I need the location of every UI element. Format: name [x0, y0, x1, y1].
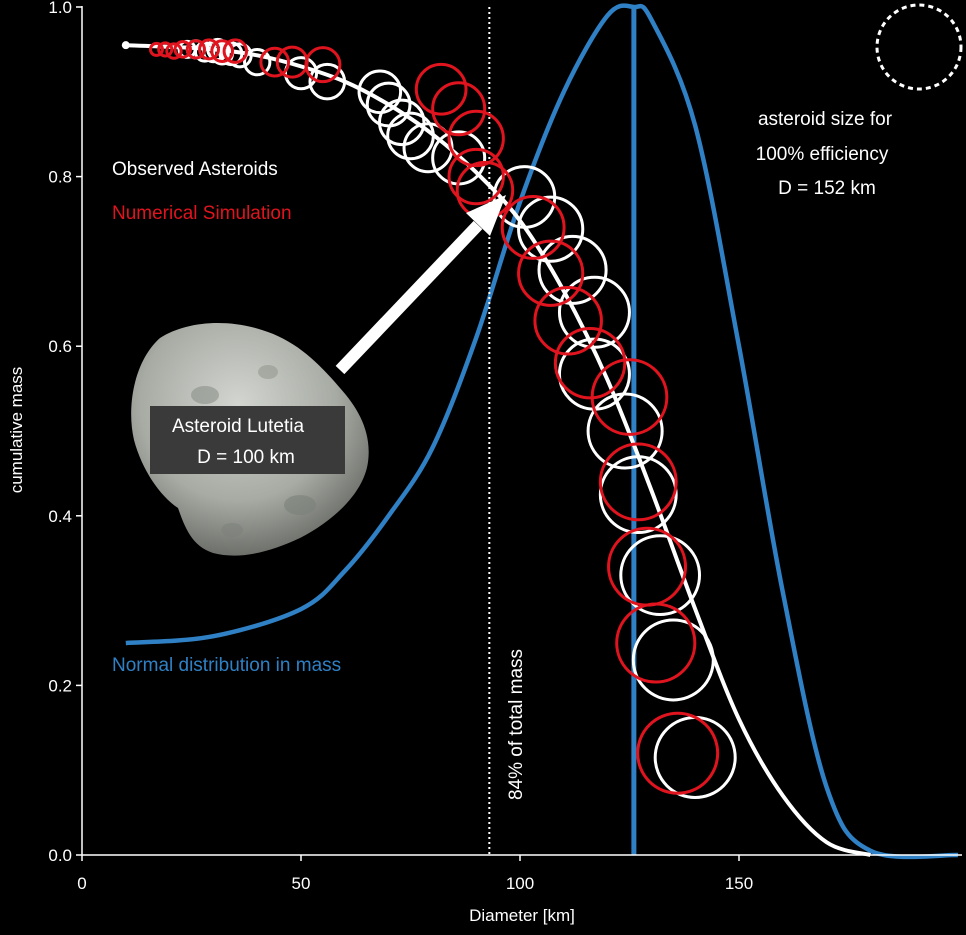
- x-tick-label: 100: [506, 874, 534, 893]
- simulation-point: [157, 41, 174, 58]
- simulation-point: [165, 42, 183, 60]
- lutetia-arrow: [335, 195, 506, 375]
- axes: [81, 6, 962, 856]
- simulation-point: [173, 40, 192, 59]
- observed-asteroid-point: [557, 275, 631, 349]
- lutetia-label-box: [150, 406, 345, 474]
- observed-asteroid-point: [619, 534, 702, 617]
- simulation-point: [517, 239, 585, 307]
- y-tick-label: 0.4: [48, 507, 72, 526]
- simulation-point: [590, 358, 669, 436]
- y-tick-label: 0.0: [48, 846, 72, 865]
- simulation-point: [198, 38, 221, 61]
- cumulative-fit-series: [121, 41, 871, 857]
- y-tick-label: 0.2: [48, 676, 72, 695]
- y-tick-label: 0.8: [48, 168, 72, 187]
- numerical-simulation-series: [148, 38, 720, 795]
- observed-asteroid-point: [586, 392, 664, 470]
- reference-lines: [488, 7, 637, 855]
- efficiency-label-line2: 100% efficiency: [756, 144, 889, 165]
- efficiency-label-line3: D = 152 km: [778, 178, 876, 199]
- efficiency-size-circle: [875, 3, 963, 91]
- x-tick-label: 50: [292, 874, 311, 893]
- y-axis-title: cumulative mass: [7, 367, 26, 494]
- axis-ticks: 0 50 100 150 0.0 0.2 0.4 0.6 0.8 1.0: [48, 0, 753, 893]
- simulation-point: [414, 62, 468, 116]
- simulation-point: [259, 46, 291, 78]
- x-axis-title: Diameter [km]: [469, 906, 575, 925]
- simulation-point: [500, 195, 566, 260]
- observed-asteroid-point: [386, 111, 435, 161]
- fit-start-point: [121, 41, 130, 50]
- x-tick-label: 0: [77, 874, 86, 893]
- simulation-point: [636, 711, 720, 795]
- simulation-point: [553, 326, 627, 400]
- observed-asteroid-point: [283, 56, 319, 91]
- observed-asteroid-point: [598, 455, 678, 535]
- observed-asteroid-point: [308, 62, 347, 101]
- legend-numerical-simulation: Numerical Simulation: [112, 203, 292, 224]
- observed-asteroid-point: [631, 618, 715, 702]
- simulation-point: [533, 286, 603, 356]
- observed-asteroid-point: [517, 195, 585, 263]
- simulation-point: [304, 46, 342, 84]
- observed-asteroid-point: [243, 47, 272, 77]
- simulation-point: [447, 109, 505, 168]
- observed-asteroid-point: [537, 234, 608, 305]
- normal-distribution-series: [125, 3, 959, 860]
- simulation-point: [148, 41, 164, 57]
- lutetia-label-line2: D = 100 km: [197, 447, 295, 468]
- normal-distribution-label: Normal distribution in mass: [112, 655, 341, 676]
- simulation-point: [447, 147, 505, 206]
- y-tick-label: 1.0: [48, 0, 72, 17]
- simulation-point: [185, 39, 206, 60]
- simulation-point: [598, 442, 678, 522]
- legend-observed-asteroids: Observed Asteroids: [112, 159, 278, 180]
- lutetia-label-line1: Asteroid Lutetia: [172, 416, 304, 437]
- simulation-point: [431, 81, 487, 137]
- observed-asteroid-point: [193, 41, 216, 63]
- simulation-point: [210, 39, 235, 63]
- observed-asteroid-point: [378, 98, 426, 147]
- total-mass-line-label: 84% of total mass: [506, 649, 527, 800]
- cumulative-fit-curve: [125, 43, 871, 857]
- normal-distribution-curve: [125, 3, 959, 860]
- simulation-point: [615, 602, 697, 684]
- observed-asteroid-point: [226, 42, 253, 69]
- simulation-point: [222, 38, 249, 64]
- x-tick-label: 150: [725, 874, 753, 893]
- observed-asteroid-point: [357, 69, 403, 115]
- efficiency-label-line1: asteroid size for: [758, 109, 893, 130]
- y-tick-label: 0.6: [48, 337, 72, 356]
